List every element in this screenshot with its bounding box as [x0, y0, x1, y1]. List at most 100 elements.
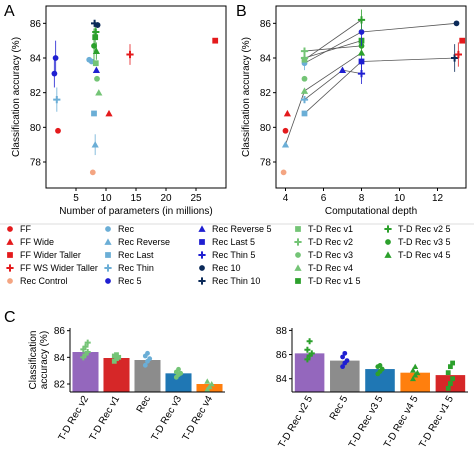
bar-point — [450, 360, 455, 366]
connector-line — [304, 57, 457, 114]
y-tick-label: 82 — [54, 380, 66, 391]
data-point — [301, 110, 308, 117]
y-tick-label: 86 — [276, 350, 288, 361]
x-tick-label: 6 — [321, 193, 327, 204]
data-point — [91, 110, 97, 117]
bar-point — [145, 350, 150, 356]
data-point — [358, 58, 365, 65]
legend-marker — [294, 264, 302, 271]
panel-letter-a: A — [4, 3, 15, 20]
legend-label: T-D Rec v4 — [308, 263, 353, 273]
legend-label: T-D Rec v3 — [308, 250, 353, 260]
x-tick-label: 10 — [394, 193, 406, 204]
y-tick-label: 88 — [276, 326, 288, 337]
bar-point — [379, 366, 385, 372]
data-point — [301, 75, 308, 82]
data-point — [280, 169, 287, 176]
bar-point — [304, 346, 311, 353]
legend-marker — [105, 226, 111, 232]
bar-point — [414, 369, 421, 376]
legend-marker — [105, 278, 111, 284]
data-point — [454, 50, 462, 59]
x-tick-label: 25 — [190, 193, 202, 204]
bar-point — [84, 339, 91, 346]
data-point — [300, 87, 309, 94]
category-label: Rec — [135, 394, 153, 415]
data-point — [89, 169, 96, 176]
legend-marker — [104, 264, 112, 272]
legend-marker — [105, 252, 111, 258]
data-point — [300, 96, 309, 104]
data-point — [126, 50, 134, 59]
y-tick-label: 84 — [30, 54, 42, 65]
panel-letter-c: C — [4, 309, 16, 326]
category-label: T-D Rec v1 5 — [417, 394, 456, 450]
category-label: T-D Rec v3 5 — [347, 394, 386, 450]
bar-point — [450, 376, 455, 382]
y-tick-label: 82 — [260, 88, 272, 99]
legend-label: Rec Thin 5 — [212, 250, 255, 260]
bar-point — [445, 385, 451, 391]
category-label: T-D Rec v1 — [88, 394, 123, 443]
y-tick-label: 86 — [260, 19, 272, 30]
data-point — [357, 16, 366, 24]
bar-point — [208, 381, 215, 387]
bar-point — [176, 366, 181, 372]
category-label: T-D Rec v3 — [150, 394, 185, 443]
legend-label: Rec Last 5 — [212, 237, 255, 247]
legend-label: FF Wider Taller — [20, 250, 81, 260]
legend-label: FF — [20, 224, 31, 234]
data-point — [55, 127, 61, 134]
bar-point — [116, 354, 122, 360]
bar — [165, 373, 192, 392]
legend-label: Rec Thin — [118, 263, 154, 273]
y-tick-label: 78 — [30, 158, 42, 169]
y-tick-label: 86 — [30, 19, 42, 30]
category-label: T-D Rec v2 5 — [276, 394, 315, 450]
legend-marker — [198, 225, 206, 232]
connector-line — [304, 45, 362, 52]
legend-label: T-D Rec v2 — [308, 237, 353, 247]
data-point — [51, 70, 58, 77]
connector-line — [304, 19, 362, 61]
legend-label: T-D Rec v1 — [308, 224, 353, 234]
plot-frame — [45, 5, 227, 189]
data-point — [53, 96, 61, 104]
x-tick-label: 15 — [130, 193, 142, 204]
panel-letter-b: B — [236, 3, 247, 20]
data-point — [282, 127, 289, 134]
data-point — [300, 47, 309, 55]
legend-marker — [6, 238, 14, 245]
data-point — [453, 20, 460, 27]
data-point — [95, 89, 103, 96]
legend-label: Rec Last — [118, 250, 154, 260]
bar-point — [84, 349, 91, 355]
legend-label: Rec — [118, 224, 135, 234]
bar-point — [410, 375, 416, 382]
y-tick-label: 86 — [54, 326, 66, 337]
data-point — [451, 54, 459, 62]
bar-point — [377, 363, 383, 368]
bar-point — [308, 350, 315, 357]
bar-point — [304, 356, 311, 363]
bar-point — [410, 367, 416, 373]
legend-label: FF WS Wider Taller — [20, 263, 98, 273]
category-label: Rec 5 — [328, 394, 351, 423]
category-label: T-D Rec v4 5 — [382, 394, 421, 450]
bar-point — [178, 370, 184, 376]
x-tick-label: 20 — [160, 193, 172, 204]
y-tick-label: 84 — [54, 353, 66, 364]
data-point — [92, 28, 100, 36]
bar-point — [111, 358, 117, 364]
chart-b: 4 6 8 10 12 78 80 82 84 86 Computational depth Clas… — [241, 5, 467, 217]
bar-point — [147, 356, 153, 362]
data-point — [300, 54, 309, 62]
data-point — [105, 109, 113, 117]
connector-line — [304, 22, 457, 64]
y-tick-label: 78 — [260, 158, 272, 169]
data-point — [212, 37, 219, 44]
bar-point — [448, 364, 453, 370]
connector-line — [304, 40, 362, 59]
legend-label: Rec Reverse 5 — [212, 224, 272, 234]
